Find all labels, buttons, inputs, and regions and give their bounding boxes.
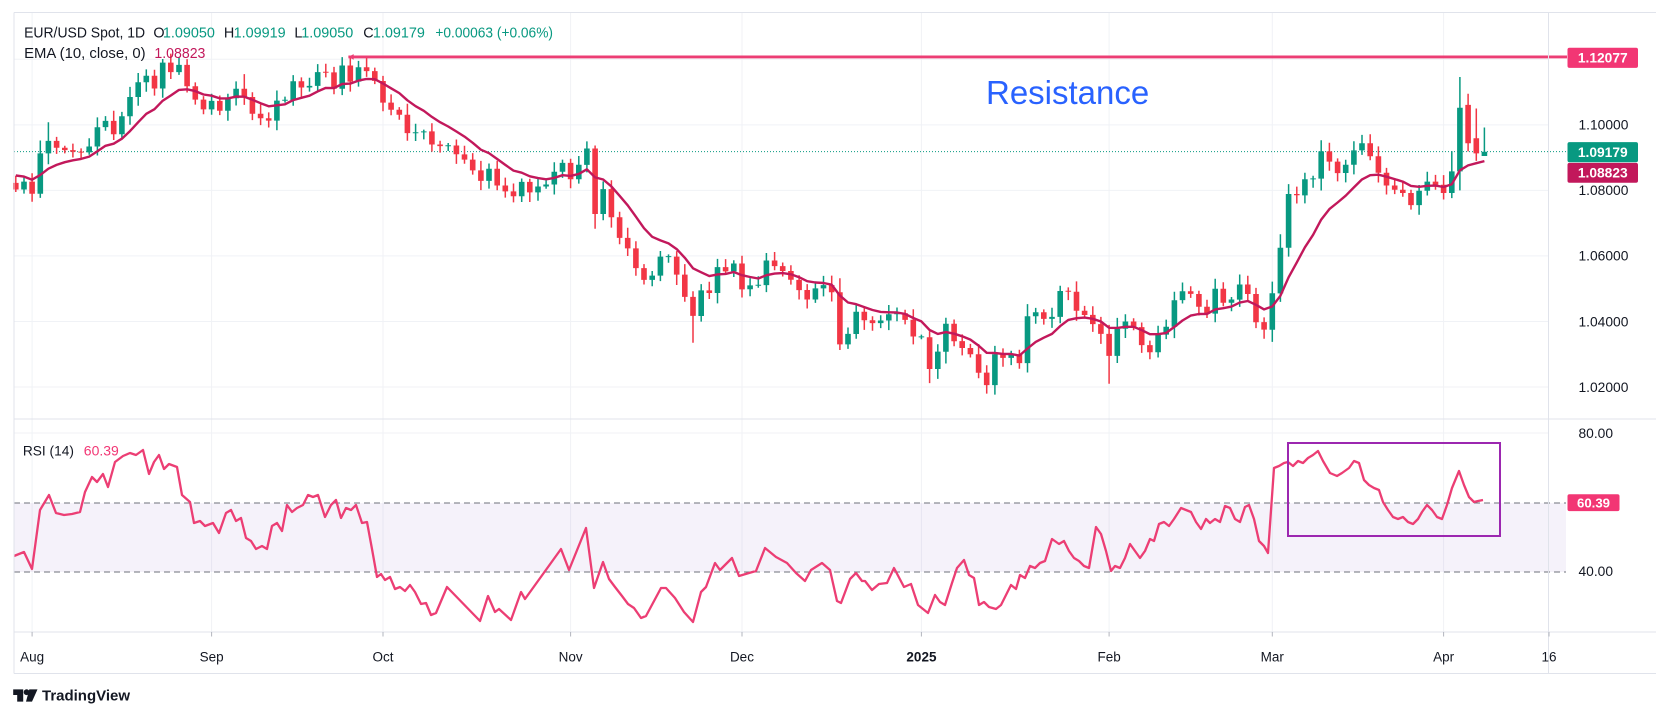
svg-text:1.09050: 1.09050 [301,26,353,42]
svg-text:Resistance: Resistance [986,74,1149,111]
svg-text:1.08823: 1.08823 [1578,166,1628,181]
svg-text:2025: 2025 [906,649,937,664]
svg-text:80.00: 80.00 [1579,426,1614,441]
svg-text:H: H [224,26,234,42]
svg-text:L: L [294,26,302,42]
svg-text:1.08823: 1.08823 [154,46,205,62]
svg-text:Feb: Feb [1097,649,1120,664]
svg-text:RSI (14): RSI (14) [23,443,74,459]
svg-text:1.12077: 1.12077 [1578,51,1628,66]
svg-text:TradingView: TradingView [42,688,130,705]
svg-text:Dec: Dec [730,649,754,664]
svg-text:Sep: Sep [200,649,224,664]
svg-text:Nov: Nov [559,649,583,664]
svg-text:O: O [153,26,164,42]
svg-text:60.39: 60.39 [84,443,119,459]
svg-text:Aug: Aug [20,649,44,664]
svg-text:1.09919: 1.09919 [234,26,286,42]
svg-text:EUR/USD Spot, 1D: EUR/USD Spot, 1D [24,26,145,42]
svg-text:Apr: Apr [1433,649,1455,664]
svg-text:C: C [363,26,373,42]
svg-text:Oct: Oct [372,649,393,664]
svg-text:1.09179: 1.09179 [1578,145,1628,160]
svg-text:40.00: 40.00 [1579,564,1614,579]
svg-text:1.09179: 1.09179 [373,26,425,42]
svg-text:1.04000: 1.04000 [1579,314,1629,329]
svg-text:1.10000: 1.10000 [1579,118,1629,133]
svg-text:1.02000: 1.02000 [1579,380,1629,395]
svg-text:60.39: 60.39 [1577,495,1610,510]
svg-text:1.09050: 1.09050 [163,26,215,42]
svg-text:+0.00063 (+0.06%): +0.00063 (+0.06%) [435,26,553,42]
svg-text:EMA (10, close, 0): EMA (10, close, 0) [24,46,146,62]
svg-text:1.08000: 1.08000 [1579,183,1629,198]
svg-text:Mar: Mar [1261,649,1285,664]
svg-text:1.06000: 1.06000 [1579,249,1629,264]
svg-text:16: 16 [1541,649,1556,664]
